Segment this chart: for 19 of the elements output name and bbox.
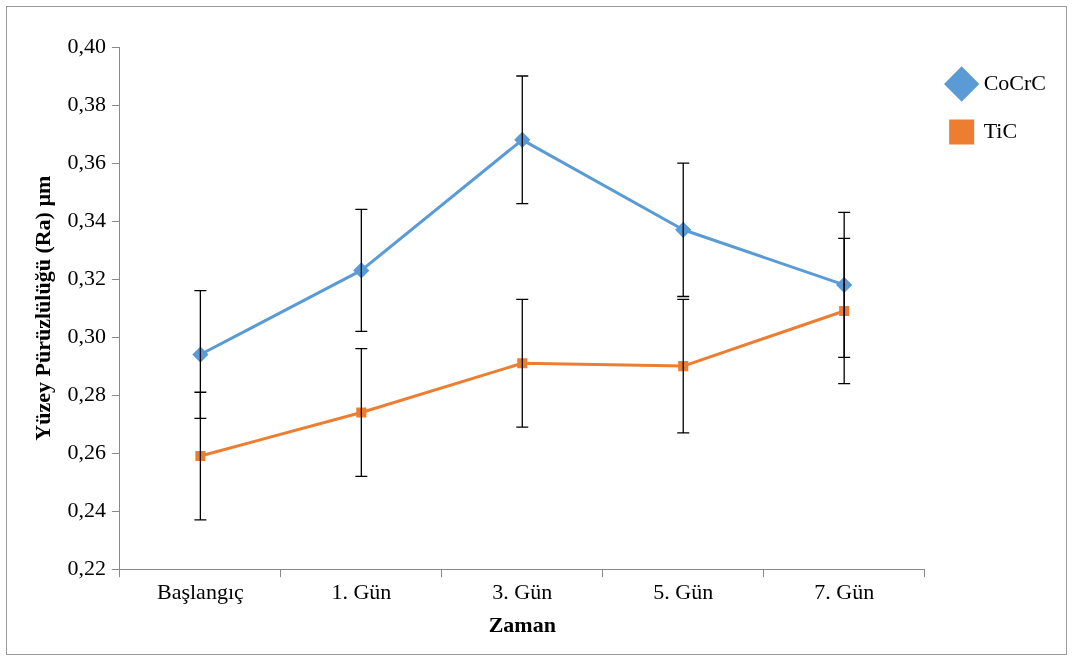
legend-label: TiC xyxy=(983,117,1018,143)
x-tick-label: Başlangıç xyxy=(156,579,244,605)
y-axis-title: Yüzey Pürüzlülüğü (Ra) µm xyxy=(29,175,55,441)
legend-label: CoCrC xyxy=(983,69,1047,95)
y-tick-label: 0,34 xyxy=(67,206,106,232)
y-tick-label: 0,26 xyxy=(67,438,106,464)
y-tick-label: 0,30 xyxy=(67,322,106,348)
y-tick-label: 0,28 xyxy=(67,380,106,406)
y-tick-label: 0,32 xyxy=(67,264,106,290)
x-tick-label: 7. Gün xyxy=(814,579,875,605)
x-tick-label: 5. Gün xyxy=(653,579,714,605)
y-tick-label: 0,24 xyxy=(67,496,106,522)
x-axis-title: Zaman xyxy=(488,612,556,638)
y-tick-label: 0,38 xyxy=(67,90,106,116)
x-tick-label: 3. Gün xyxy=(492,579,553,605)
x-tick-label: 1. Gün xyxy=(331,579,392,605)
y-tick-label: 0,36 xyxy=(67,148,106,174)
y-tick-label: 0,40 xyxy=(67,32,106,58)
y-tick-label: 0,22 xyxy=(67,554,106,580)
